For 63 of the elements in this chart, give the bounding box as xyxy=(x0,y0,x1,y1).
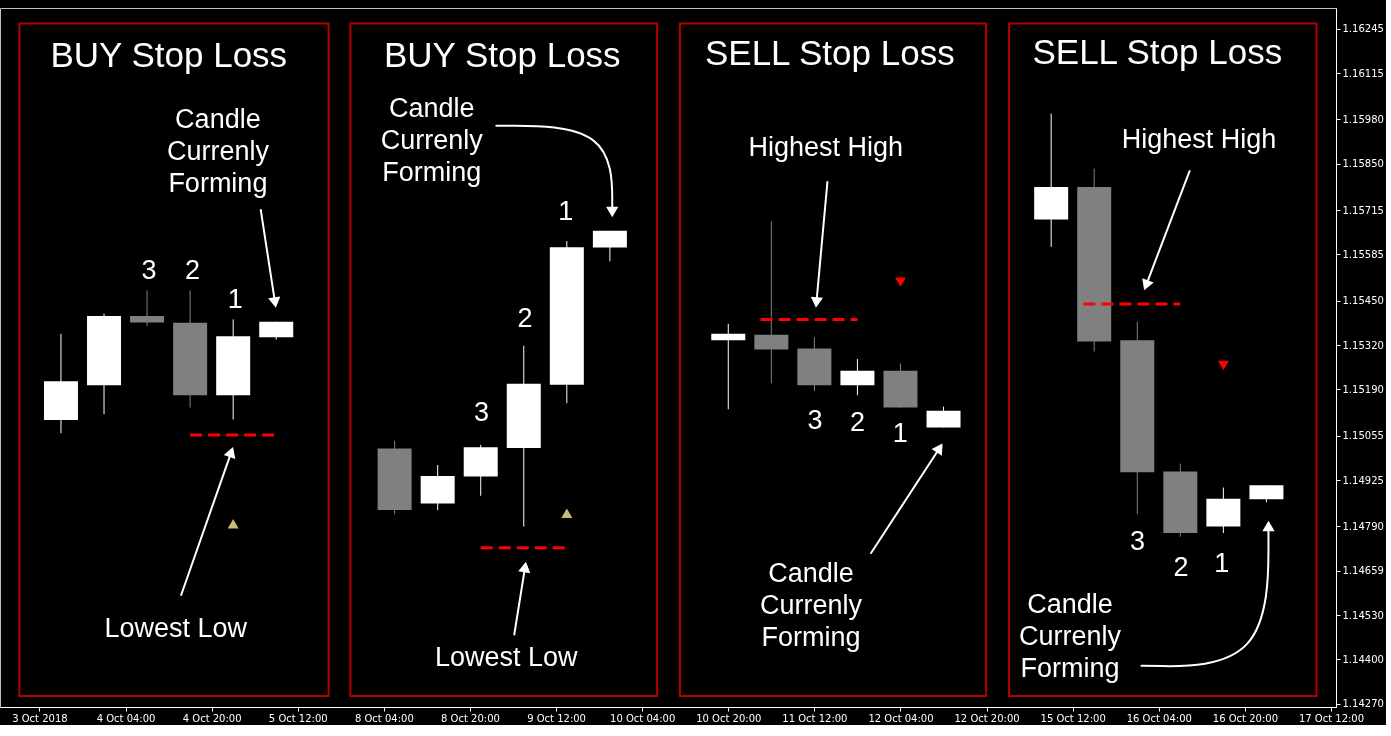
y-tick-label: 1.14659 xyxy=(1342,565,1384,577)
y-tick-label: 1.15715 xyxy=(1342,204,1384,216)
annotation: 2 xyxy=(185,255,201,285)
x-tick-label: 8 Oct 04:00 xyxy=(354,712,414,724)
x-tick-label: 8 Oct 20:00 xyxy=(441,712,500,724)
candlestick xyxy=(711,323,746,410)
annotation: Candle Currenly Forming xyxy=(166,104,270,198)
x-tick-label: 4 Oct 20:00 xyxy=(182,712,242,724)
annotation: 3 xyxy=(807,405,823,435)
annotation: BUY Stop Loss xyxy=(50,35,288,74)
annotation: 1 xyxy=(892,418,908,448)
annotation: 1 xyxy=(1214,548,1230,578)
x-tick-label: 4 Oct 04:00 xyxy=(96,712,156,724)
annotation: Candle Currenly Forming xyxy=(380,93,484,187)
y-tick-label: 1.15850 xyxy=(1342,158,1384,170)
annotation: Highest High xyxy=(1121,124,1277,154)
point xyxy=(561,508,573,518)
x-tick-label: 3 Oct 2018 xyxy=(12,712,68,724)
annotation: 2 xyxy=(850,407,866,437)
y-tick-label: 1.16245 xyxy=(1342,23,1384,35)
annotation: Highest High xyxy=(748,132,904,162)
annotation: 1 xyxy=(558,196,574,226)
annotation: Lowest Low xyxy=(104,613,248,643)
y-tick-label: 1.15585 xyxy=(1342,248,1384,260)
x-tick-label: 15 Oct 12:00 xyxy=(1040,712,1106,724)
y-tick-label: 1.14400 xyxy=(1342,653,1384,665)
x-tick-label: 5 Oct 12:00 xyxy=(268,712,328,724)
point xyxy=(895,277,906,287)
x-tick-label: 12 Oct 04:00 xyxy=(868,712,934,724)
x-tick-label: 17 Oct 12:00 xyxy=(1298,712,1365,724)
y-tick-label: 1.14790 xyxy=(1342,520,1384,532)
annotation: Candle Currenly Forming xyxy=(1018,589,1122,683)
x-tick-label: 12 Oct 20:00 xyxy=(954,712,1020,724)
candlestick xyxy=(130,289,165,327)
annotation: SELL Stop Loss xyxy=(1032,32,1283,71)
annotation: BUY Stop Loss xyxy=(383,35,621,74)
annotation: 2 xyxy=(517,303,533,333)
y-tick-label: 1.15320 xyxy=(1342,339,1384,351)
x-tick-label: 10 Oct 04:00 xyxy=(610,712,676,724)
annotation: 3 xyxy=(141,255,157,285)
x-tick-label: 9 Oct 12:00 xyxy=(527,712,586,724)
annotation: Lowest Low xyxy=(434,642,579,672)
x-tick-label: 16 Oct 04:00 xyxy=(1126,712,1192,724)
candlestick xyxy=(754,220,789,384)
y-tick-label: 1.14530 xyxy=(1342,609,1384,621)
y-tick-label: 1.15055 xyxy=(1342,430,1384,442)
annotation: 1 xyxy=(227,284,243,314)
annotation: Candle Currenly Forming xyxy=(759,558,863,652)
y-tick-label: 1.14270 xyxy=(1342,698,1384,710)
annotation: 3 xyxy=(473,397,489,427)
annotation: SELL Stop Loss xyxy=(704,33,955,72)
x-tick-label: 11 Oct 12:00 xyxy=(782,712,848,724)
y-tick-label: 1.14925 xyxy=(1342,474,1384,486)
annotation: 3 xyxy=(1129,526,1145,556)
y-tick-label: 1.15190 xyxy=(1342,383,1384,395)
annotation: 2 xyxy=(1173,552,1189,582)
x-tick-label: 16 Oct 20:00 xyxy=(1212,712,1278,724)
point xyxy=(227,519,239,529)
point xyxy=(1217,360,1229,371)
y-tick-label: 1.15980 xyxy=(1342,113,1384,125)
y-tick-label: 1.15450 xyxy=(1342,295,1384,307)
y-tick-label: 1.16115 xyxy=(1342,67,1384,79)
x-tick-label: 10 Oct 20:00 xyxy=(696,712,762,724)
